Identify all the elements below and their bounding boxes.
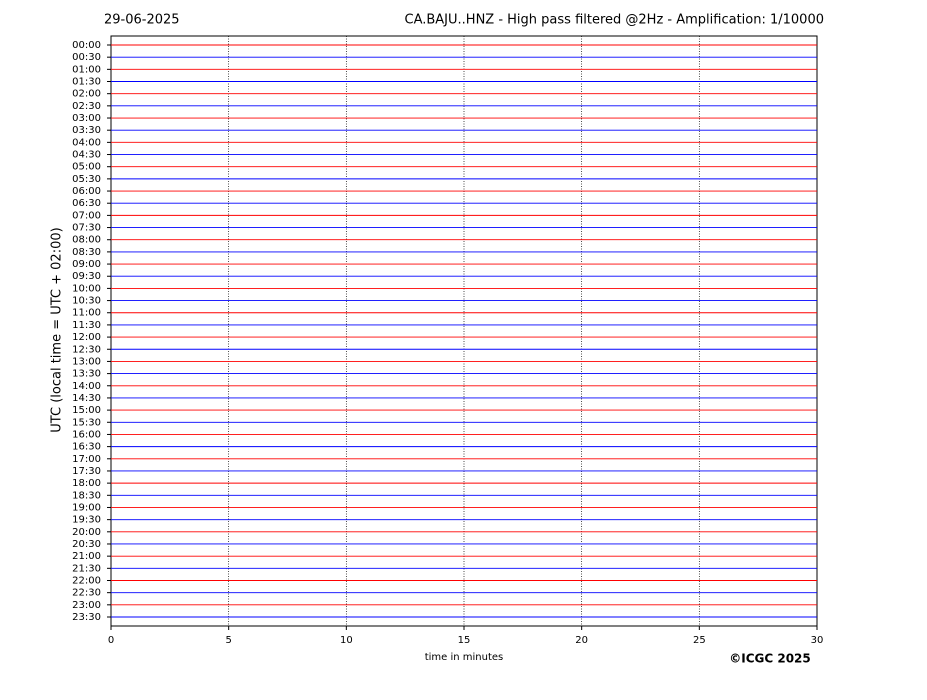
y-tick-label: 13:30 [72, 369, 101, 380]
copyright: ©ICGC 2025 [729, 652, 811, 666]
y-tick-label: 03:30 [72, 125, 101, 136]
y-tick-label: 10:30 [72, 296, 101, 307]
y-tick-label: 01:00 [72, 64, 101, 75]
y-tick-label: 06:30 [72, 198, 101, 209]
y-tick-label: 21:30 [72, 563, 101, 574]
y-axis-label: UTC (local time = UTC + 02:00) [50, 227, 65, 432]
y-tick-label: 04:30 [72, 150, 101, 161]
y-tick-label: 17:00 [72, 454, 101, 465]
x-tick-label: 0 [108, 635, 114, 646]
y-tick-label: 04:00 [72, 137, 101, 148]
y-tick-label: 02:30 [72, 101, 101, 112]
y-tick-label: 11:00 [72, 308, 101, 319]
y-tick-label: 21:00 [72, 551, 101, 562]
y-tick-label: 07:00 [72, 210, 101, 221]
y-tick-label: 08:00 [72, 235, 101, 246]
y-tick-label: 05:30 [72, 174, 101, 185]
y-tick-label: 10:00 [72, 283, 101, 294]
y-tick-label: 17:30 [72, 466, 101, 477]
y-tick-label: 16:00 [72, 429, 101, 440]
y-tick-label: 09:30 [72, 271, 101, 282]
y-tick-label: 22:30 [72, 588, 101, 599]
y-tick-label: 06:00 [72, 186, 101, 197]
y-tick-label: 00:00 [72, 40, 101, 51]
y-tick-label: 01:30 [72, 77, 101, 88]
chart-title: CA.BAJU..HNZ - High pass filtered @2Hz -… [405, 13, 825, 28]
x-tick-label: 25 [693, 635, 706, 646]
y-tick-label: 13:00 [72, 356, 101, 367]
y-tick-label: 18:00 [72, 478, 101, 489]
y-tick-label: 08:30 [72, 247, 101, 258]
y-tick-label: 18:30 [72, 490, 101, 501]
y-tick-label: 14:00 [72, 381, 101, 392]
y-tick-label: 19:00 [72, 502, 101, 513]
y-tick-label: 11:30 [72, 320, 101, 331]
y-tick-label: 02:00 [72, 89, 101, 100]
x-tick-label: 30 [811, 635, 824, 646]
x-tick-label: 10 [340, 635, 353, 646]
x-tick-label: 15 [458, 635, 471, 646]
y-tick-label: 23:00 [72, 600, 101, 611]
y-tick-label: 20:00 [72, 527, 101, 538]
y-tick-label: 12:30 [72, 344, 101, 355]
y-tick-label: 14:30 [72, 393, 101, 404]
y-tick-label: 07:30 [72, 223, 101, 234]
x-tick-label: 20 [575, 635, 588, 646]
y-tick-label: 15:00 [72, 405, 101, 416]
y-tick-label: 12:00 [72, 332, 101, 343]
y-tick-label: 15:30 [72, 417, 101, 428]
date: 29-06-2025 [104, 13, 180, 28]
y-tick-label: 19:30 [72, 515, 101, 526]
y-tick-label: 09:00 [72, 259, 101, 270]
x-axis-label: time in minutes [425, 652, 504, 663]
y-tick-label: 23:30 [72, 612, 101, 623]
y-tick-label: 03:00 [72, 113, 101, 124]
y-tick-label: 05:00 [72, 162, 101, 173]
y-tick-label: 22:00 [72, 575, 101, 586]
y-tick-label: 16:30 [72, 442, 101, 453]
y-tick-label: 20:30 [72, 539, 101, 550]
y-tick-label: 00:30 [72, 52, 101, 63]
x-tick-label: 5 [225, 635, 231, 646]
